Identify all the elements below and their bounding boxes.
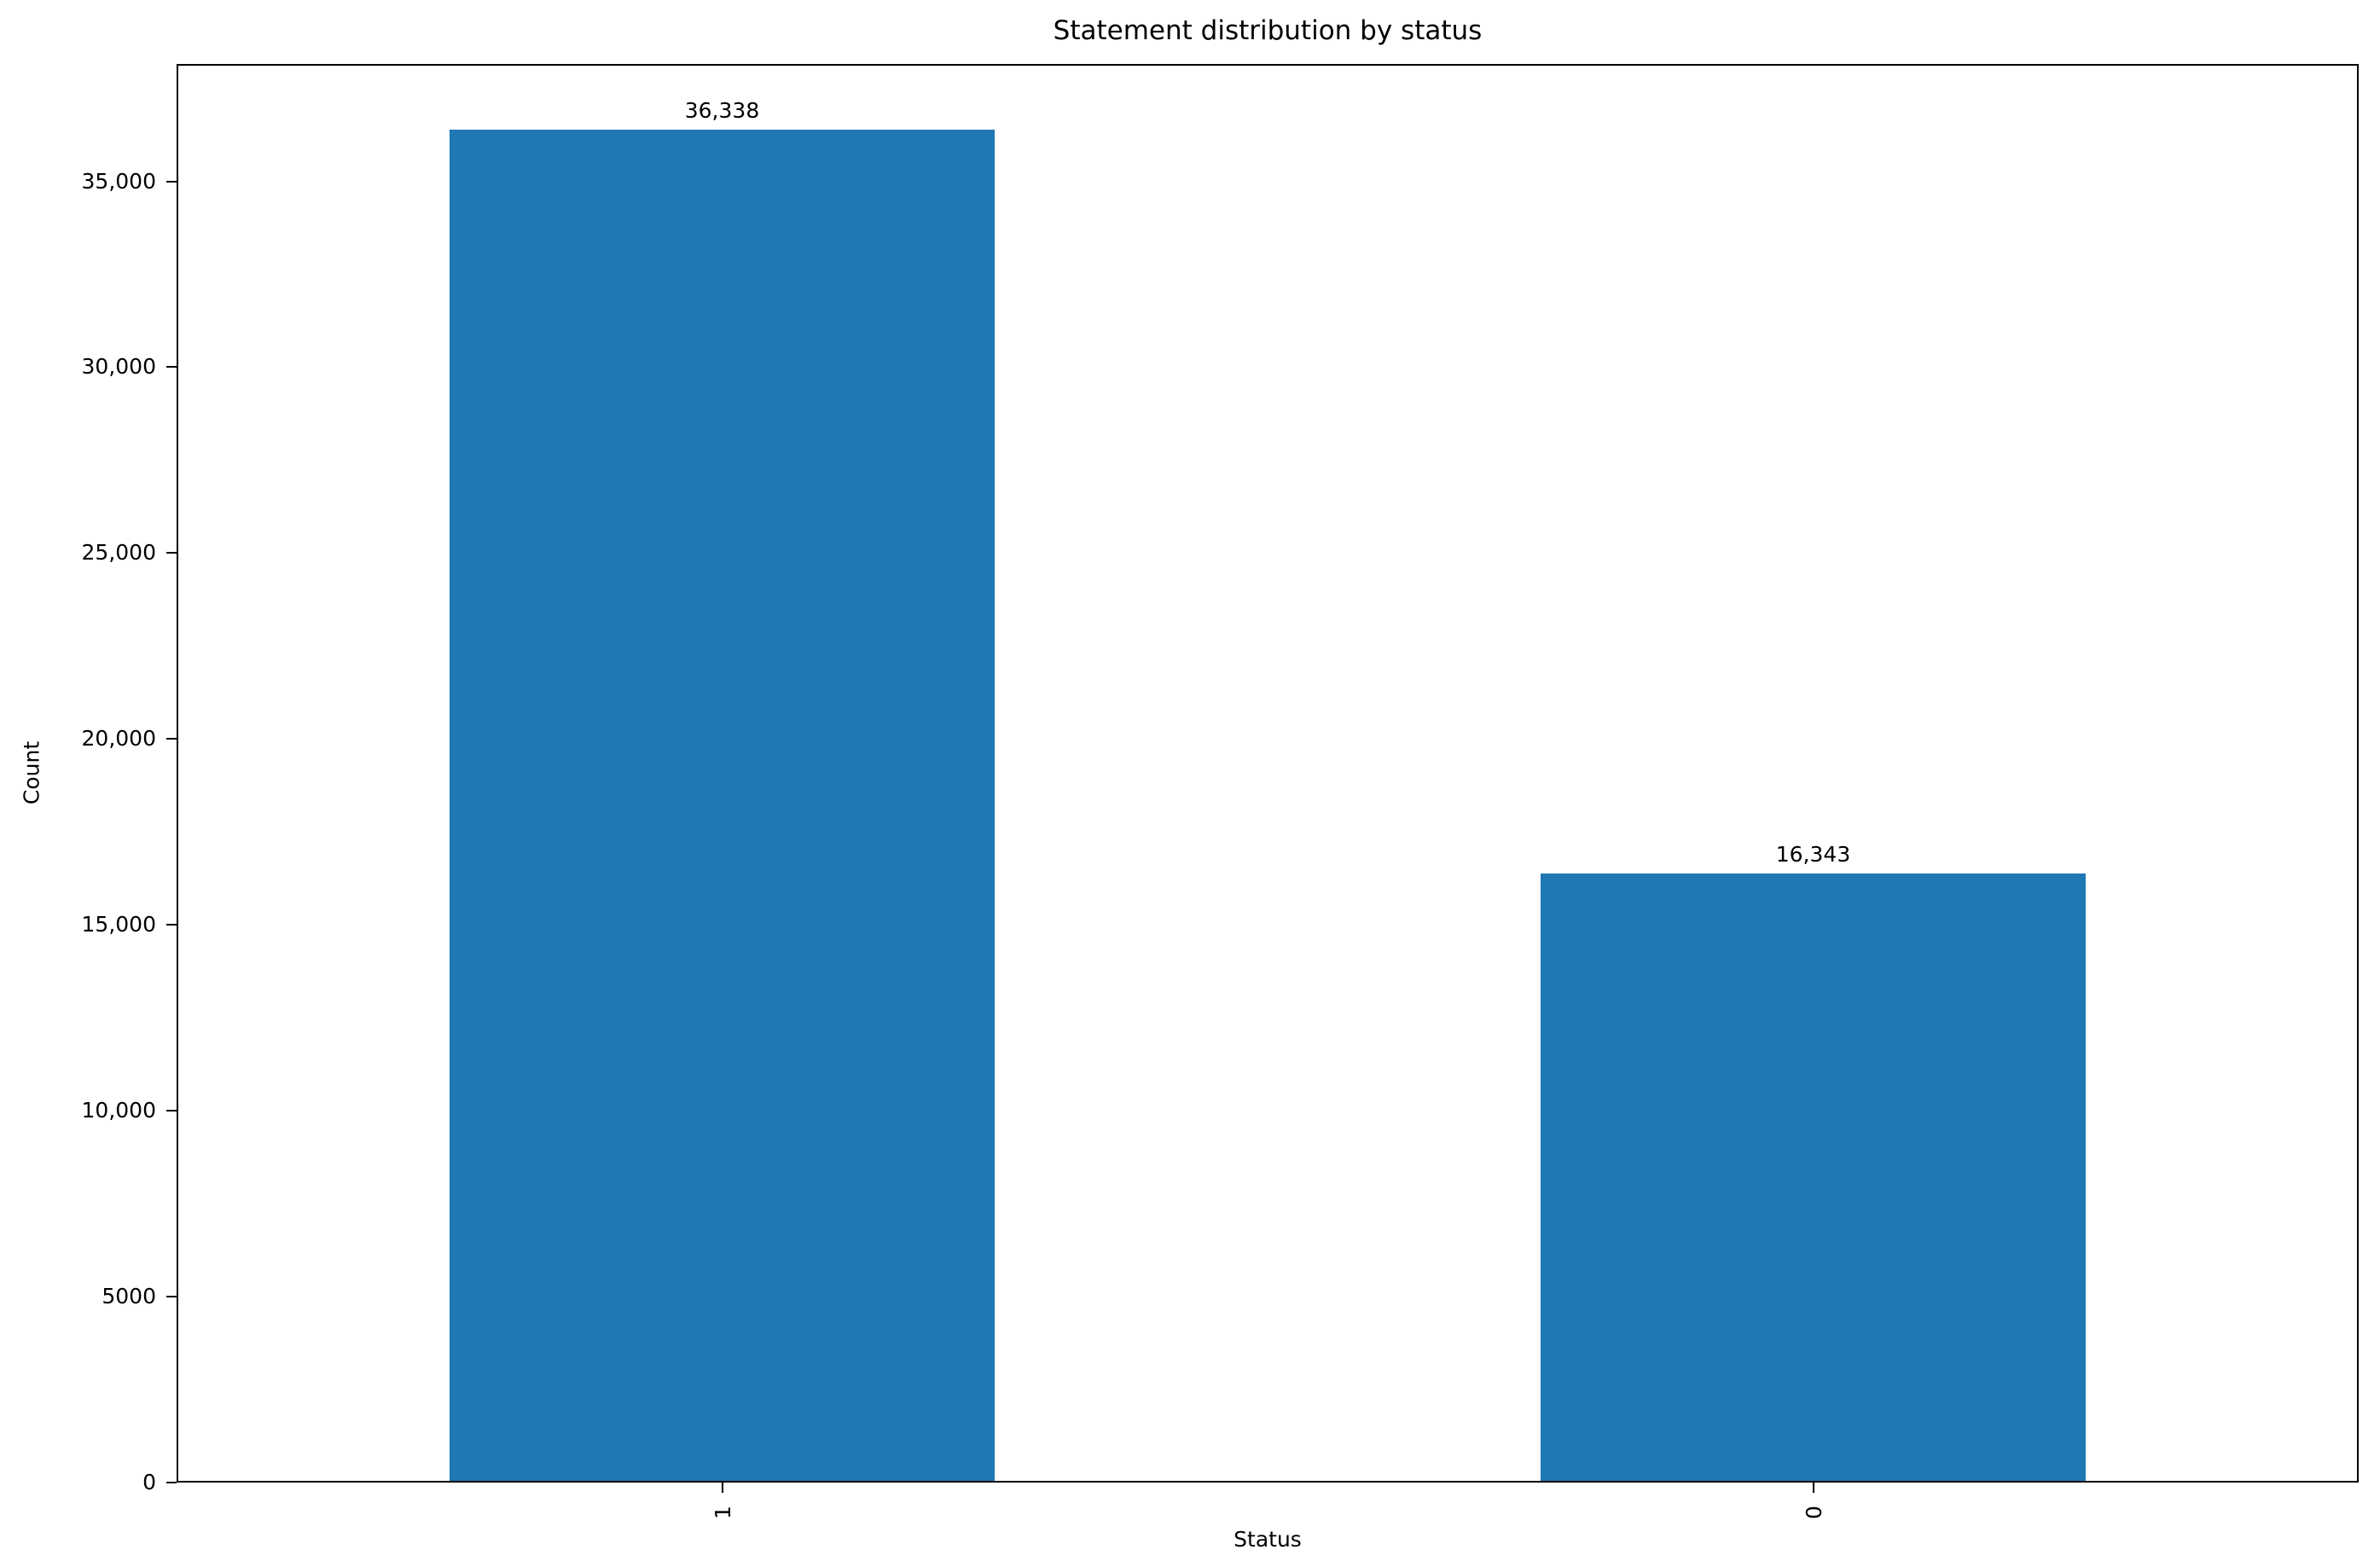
chart-title: Statement distribution by status xyxy=(1053,15,1483,46)
y-tick-mark xyxy=(166,552,177,554)
y-tick-label: 30,000 xyxy=(81,354,156,380)
y-tick-mark xyxy=(166,1482,177,1483)
y-tick-label: 25,000 xyxy=(81,540,156,566)
y-tick-label: 35,000 xyxy=(81,168,156,194)
y-tick-mark xyxy=(166,738,177,740)
y-tick-mark xyxy=(166,180,177,183)
bar-value-label: 36,338 xyxy=(684,98,760,124)
y-tick-mark xyxy=(166,1296,177,1298)
y-tick-label: 5000 xyxy=(102,1284,156,1309)
plot-area: 36,338 16,343 xyxy=(177,64,2359,1483)
bar-value-label: 16,343 xyxy=(1775,841,1851,867)
y-tick-label: 20,000 xyxy=(81,726,156,752)
y-tick-label: 0 xyxy=(142,1470,156,1494)
x-axis-label: Status xyxy=(1234,1527,1302,1552)
x-tick-mark xyxy=(721,1483,723,1493)
y-tick-mark xyxy=(166,924,177,926)
y-tick-label: 15,000 xyxy=(81,912,156,937)
y-tick-label: 10,000 xyxy=(81,1098,156,1123)
y-tick-mark xyxy=(166,366,177,369)
x-tick-mark xyxy=(1812,1483,1814,1493)
y-tick-mark xyxy=(166,1110,177,1112)
bar-category-1 xyxy=(449,130,996,1481)
y-axis-label: Count xyxy=(19,740,44,805)
bar-category-0 xyxy=(1540,873,2087,1481)
